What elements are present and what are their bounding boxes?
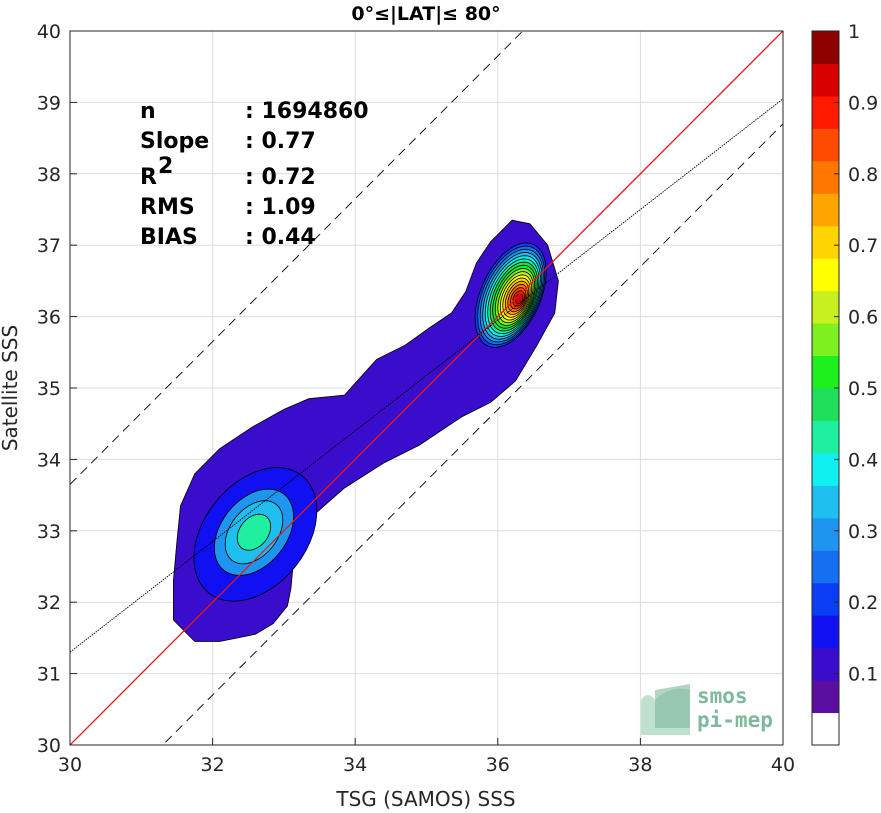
lower-bound-line — [162, 123, 783, 745]
stat-label: Slope — [140, 129, 209, 154]
y-tick-label: 32 — [37, 592, 61, 614]
y-tick-label: 40 — [37, 21, 61, 43]
x-tick-label: 36 — [486, 754, 510, 776]
x-tick-label: 40 — [771, 754, 795, 776]
reference-lines — [70, 31, 783, 745]
colorbar-segment — [812, 712, 839, 746]
stat-value: : 1.09 — [245, 195, 316, 220]
colorbar-tick-label: 0.1 — [848, 664, 878, 686]
chart-title: 0°≤|LAT|≤ 80° — [351, 3, 500, 25]
colorbar-segment — [812, 63, 839, 97]
contour-band — [236, 513, 271, 551]
y-axis-label: Satellite SSS — [0, 325, 22, 451]
y-tick-label: 37 — [37, 235, 61, 257]
colorbar-segment — [812, 225, 839, 259]
stat-label-superscript: 2 — [158, 154, 173, 179]
y-tick-label: 30 — [37, 735, 61, 757]
stat-label: n — [140, 99, 156, 124]
colorbar-tick-label: 0.7 — [848, 235, 878, 257]
y-tick-label: 31 — [37, 664, 61, 686]
x-axis: 30 32 34 36 38 40 — [58, 738, 795, 776]
stat-label: R — [140, 165, 157, 190]
y-tick-label: 34 — [37, 449, 61, 471]
logo-text-smos: smos — [697, 684, 748, 708]
colorbar-tick-label: 0.3 — [848, 521, 878, 543]
density-contours — [173, 219, 559, 642]
y-axis: 30 31 32 33 34 35 36 37 38 39 40 — [37, 21, 77, 757]
y-tick-label: 35 — [37, 378, 61, 400]
colorbar-tick-label: 0.6 — [848, 307, 878, 329]
colorbar: 0.1 0.2 0.3 0.4 0.5 0.6 0.7 0.8 0.9 1 — [811, 21, 878, 746]
x-tick-label: 38 — [628, 754, 652, 776]
stats-annotation: n : 1694860 Slope : 0.77 R 2 : 0.72 RMS : 1.09 BI… — [140, 99, 369, 250]
colorbar-segment — [812, 388, 839, 421]
colorbar-tick-label: 0.4 — [848, 449, 878, 471]
colorbar-segment — [812, 355, 839, 389]
stat-value: : 0.77 — [245, 129, 316, 154]
stat-label: RMS — [140, 195, 195, 220]
y-tick-label: 38 — [37, 164, 61, 186]
identity-line — [70, 31, 783, 745]
x-axis-label: TSG (SAMOS) SSS — [335, 787, 515, 811]
colorbar-segment — [812, 615, 839, 649]
colorbar-segment — [812, 258, 839, 292]
colorbar-segment — [812, 550, 839, 584]
colorbar-segment — [812, 517, 839, 551]
colorbar-tick-label: 0.2 — [848, 592, 878, 614]
y-tick-label: 39 — [37, 92, 61, 114]
colorbar-segment — [812, 647, 839, 681]
x-tick-label: 34 — [343, 754, 367, 776]
stat-label: BIAS — [140, 225, 198, 250]
logo-text-pi-mep: pi-mep — [697, 708, 773, 732]
colorbar-tick-label: 0.5 — [848, 378, 878, 400]
colorbar-tick-label: 1 — [848, 21, 860, 43]
smos-pi-mep-logo: smos pi-mep — [641, 684, 773, 735]
colorbar-segment — [812, 193, 839, 227]
upper-bound-line — [70, 31, 524, 485]
colorbar-segment — [812, 290, 839, 324]
stat-value: : 0.44 — [245, 225, 316, 250]
x-tick-label: 32 — [201, 754, 225, 776]
colorbar-segment — [812, 128, 839, 162]
colorbar-segment — [812, 31, 839, 64]
colorbar-segment — [812, 160, 839, 194]
colorbar-segment — [812, 420, 839, 454]
stat-value: : 0.72 — [245, 165, 316, 190]
y-tick-label: 36 — [37, 307, 61, 329]
colorbar-segment — [812, 95, 839, 129]
colorbar-segment — [812, 323, 839, 357]
x-tick-label: 30 — [58, 754, 82, 776]
colorbar-tick-label: 0.8 — [848, 164, 878, 186]
colorbar-segment — [812, 680, 839, 714]
colorbar-segment — [812, 485, 839, 519]
regression-line — [70, 98, 783, 653]
y-tick-label: 33 — [37, 521, 61, 543]
colorbar-segment — [812, 582, 839, 616]
colorbar-segment — [812, 452, 839, 486]
stat-value: : 1694860 — [245, 99, 369, 124]
colorbar-tick-label: 0.9 — [848, 92, 878, 114]
